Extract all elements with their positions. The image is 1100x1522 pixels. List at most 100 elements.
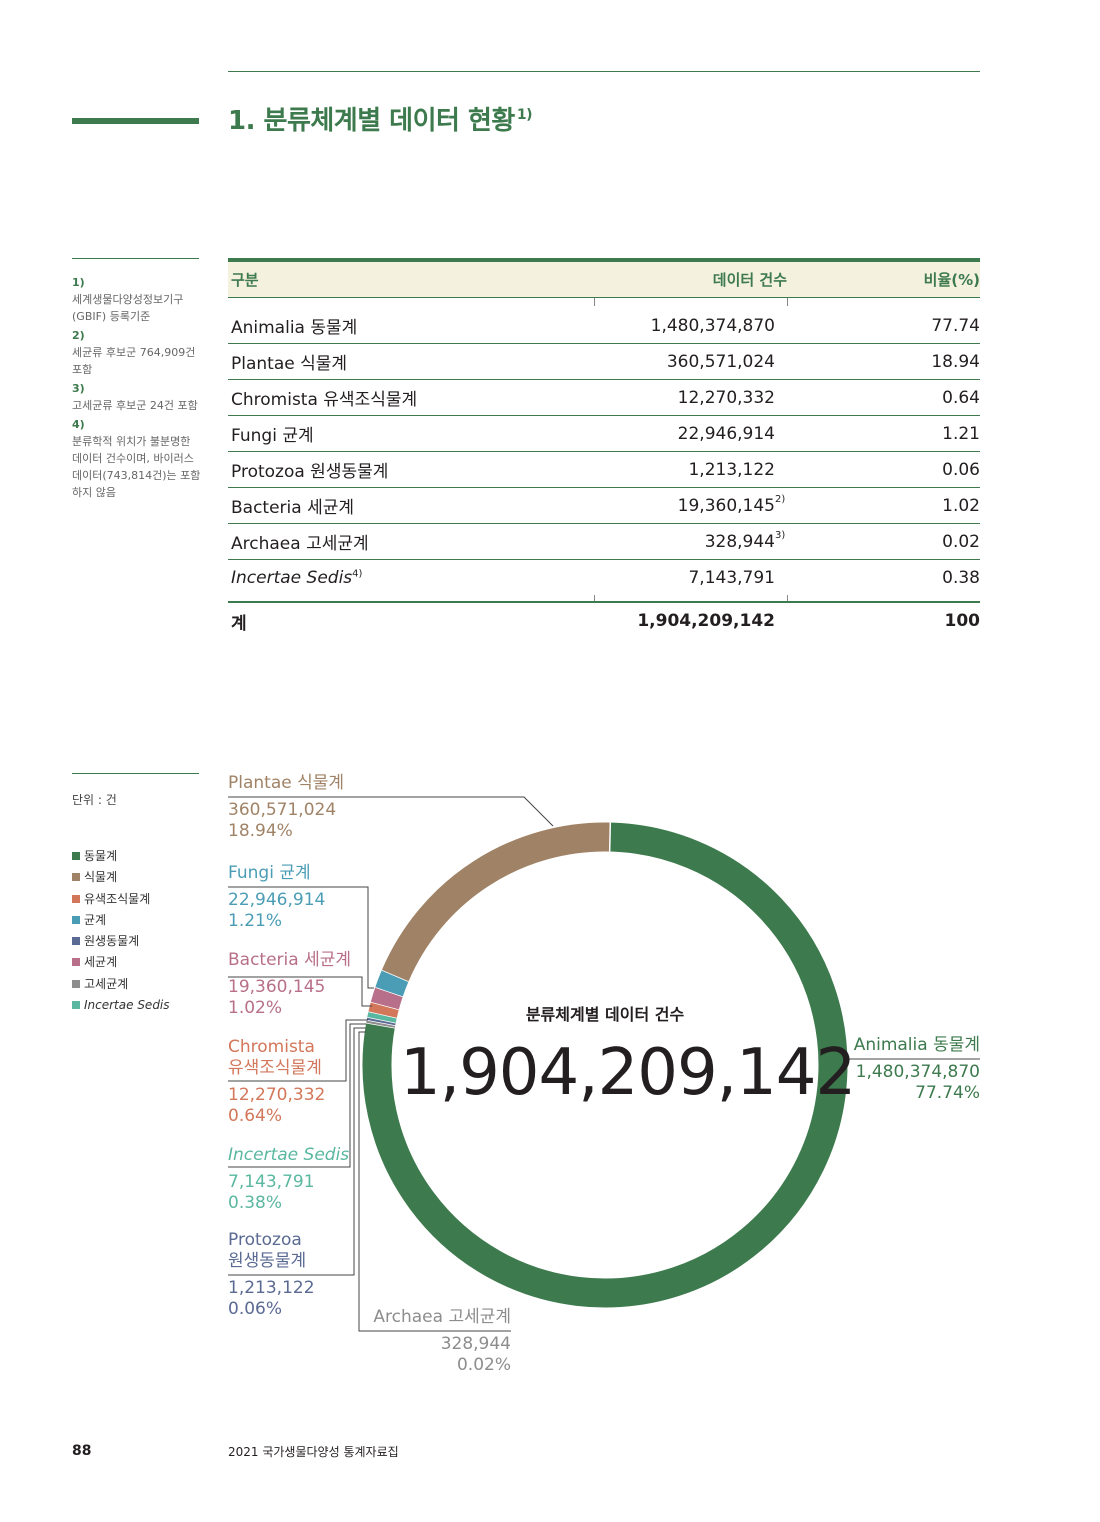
row-ratio: 0.02 xyxy=(942,531,980,552)
table-row: Fungi 균계 22,946,914 1.21 xyxy=(228,416,980,452)
row-name: Incertae Sedis4) xyxy=(231,567,363,588)
legend-item: 균계 xyxy=(72,910,170,931)
table-ticks xyxy=(228,595,980,601)
legend-item: 세균계 xyxy=(72,952,170,973)
label-pct: 1.21% xyxy=(228,911,283,931)
label-pct: 77.74% xyxy=(915,1083,980,1103)
table-top-rule xyxy=(228,258,980,262)
legend-swatch xyxy=(72,937,80,946)
legend-swatch xyxy=(72,894,80,903)
label-chromista: Chromista 유색조식물계 12,270,332 0.64% xyxy=(228,1037,325,1127)
label-pct: 0.02% xyxy=(456,1355,511,1375)
legend-swatch xyxy=(72,915,80,924)
row-name: Archaea 고세균계 xyxy=(231,534,369,554)
row-name: Chromista 유색조식물계 xyxy=(231,390,418,410)
row-ratio: 0.64 xyxy=(942,387,980,408)
table-total-row: 계 1,904,209,142 100 xyxy=(228,603,980,639)
table-row: Archaea 고세균계 328,944 3) 0.02 xyxy=(228,524,980,560)
leader-incertae xyxy=(228,1023,366,1168)
footnote-text: 고세균류 후보군 24건 포함 xyxy=(72,399,198,412)
legend-swatch xyxy=(72,958,80,967)
donut-slice xyxy=(370,987,403,1010)
row-name: Bacteria 세균계 xyxy=(231,498,355,518)
legend-swatch xyxy=(72,979,80,988)
chart-legend: 동물계 식물계 유색조식물계 균계 원생동물계 세균계 고세균계 Incerta… xyxy=(72,846,170,1016)
total-ratio: 100 xyxy=(944,611,981,631)
total-name: 계 xyxy=(231,613,247,634)
label-name: Archaea 고세균계 xyxy=(373,1307,511,1327)
row-ratio: 18.94 xyxy=(931,351,980,372)
label-value: 1,213,122 xyxy=(228,1278,315,1298)
row-name: Plantae 식물계 xyxy=(231,354,348,374)
row-count: 22,946,914 xyxy=(677,423,775,444)
legend-item: 원생동물계 xyxy=(72,931,170,952)
table-row: Animalia 동물계 1,480,374,870 77.74 xyxy=(228,308,980,344)
donut-slice xyxy=(375,969,409,997)
row-ratio: 0.38 xyxy=(942,567,980,588)
title-note: 1) xyxy=(516,107,533,124)
label-value: 12,270,332 xyxy=(228,1085,326,1105)
footnote-text: 세균류 후보군 764,909건 포함 xyxy=(72,346,196,376)
row-count-note: 2) xyxy=(775,494,786,505)
label-name2: 원생동물계 xyxy=(228,1251,307,1271)
row-ratio: 1.02 xyxy=(942,495,980,516)
label-archaea: Archaea 고세균계 328,944 0.02% xyxy=(360,1307,511,1376)
leader-archaea xyxy=(358,1031,511,1332)
total-rule xyxy=(228,601,980,603)
unit-label: 단위 : 건 xyxy=(72,793,117,807)
label-value: 328,944 xyxy=(440,1334,511,1354)
leader-plantae xyxy=(228,796,554,827)
legend-item: 동물계 xyxy=(72,846,170,867)
label-value: 7,143,791 xyxy=(228,1172,315,1192)
tick xyxy=(594,595,595,601)
donut-slice xyxy=(367,1011,397,1023)
label-protozoa: Protozoa 원생동물계 1,213,122 0.06% xyxy=(228,1230,315,1320)
row-count: 12,270,332 xyxy=(677,387,775,408)
leader-bacteria xyxy=(228,976,372,1007)
label-value: 22,946,914 xyxy=(228,890,326,910)
row-count: 7,143,791 xyxy=(688,567,775,588)
label-value: 19,360,145 xyxy=(228,977,326,997)
total-count: 1,904,209,142 xyxy=(637,611,775,631)
header-ratio: 비율(%) xyxy=(923,271,980,289)
legend-rule xyxy=(72,773,199,774)
label-pct: 0.38% xyxy=(228,1193,283,1213)
label-name: Fungi 균계 xyxy=(228,863,311,883)
label-name: Incertae Sedis xyxy=(228,1145,350,1165)
row-count: 1,480,374,870 xyxy=(650,315,775,336)
label-plantae: Plantae 식물계 360,571,024 18.94% xyxy=(228,773,344,842)
leader-fungi xyxy=(228,886,374,989)
header-category: 구분 xyxy=(231,271,259,289)
slice-separator xyxy=(608,822,612,852)
footnote-num: 1) xyxy=(72,276,85,289)
table-header: 구분 데이터 건수 비율(%) xyxy=(228,262,980,298)
row-name: Fungi 균계 xyxy=(231,426,314,446)
donut-slice xyxy=(362,822,848,1308)
footnote-num: 2) xyxy=(72,329,85,342)
leader-protozoa xyxy=(228,1027,366,1276)
legend-item: 식물계 xyxy=(72,867,170,888)
legend-item: 유색조식물계 xyxy=(72,889,170,910)
label-pct: 0.06% xyxy=(228,1299,283,1319)
row-count: 360,571,024 xyxy=(666,351,775,372)
legend-swatch xyxy=(72,1001,80,1010)
label-value: 360,571,024 xyxy=(228,800,337,820)
label-pct: 1.02% xyxy=(228,998,283,1018)
table-row: Incertae Sedis4) 7,143,791 0.38 xyxy=(228,560,980,595)
legend-swatch xyxy=(72,873,80,882)
label-name2: 유색조식물계 xyxy=(228,1058,322,1078)
tick xyxy=(594,298,595,306)
footnote-text: 세계생물다양성정보기구(GBIF) 등록기준 xyxy=(72,293,184,323)
label-name: Animalia 동물계 xyxy=(853,1035,980,1055)
footnote-num: 4) xyxy=(72,418,85,431)
row-name-note: 4) xyxy=(352,567,363,579)
legend-item: 고세균계 xyxy=(72,974,170,995)
table-row: Bacteria 세균계 19,360,145 2) 1.02 xyxy=(228,488,980,524)
label-animalia: Animalia 동물계 1,480,374,870 77.74% xyxy=(820,1035,980,1104)
donut-slice xyxy=(368,1001,399,1018)
label-fungi: Fungi 균계 22,946,914 1.21% xyxy=(228,863,325,932)
data-table: 구분 데이터 건수 비율(%) Animalia 동물계 1,480,374,8… xyxy=(228,258,980,639)
top-rule xyxy=(228,71,980,72)
leader-chromista xyxy=(228,1019,368,1082)
